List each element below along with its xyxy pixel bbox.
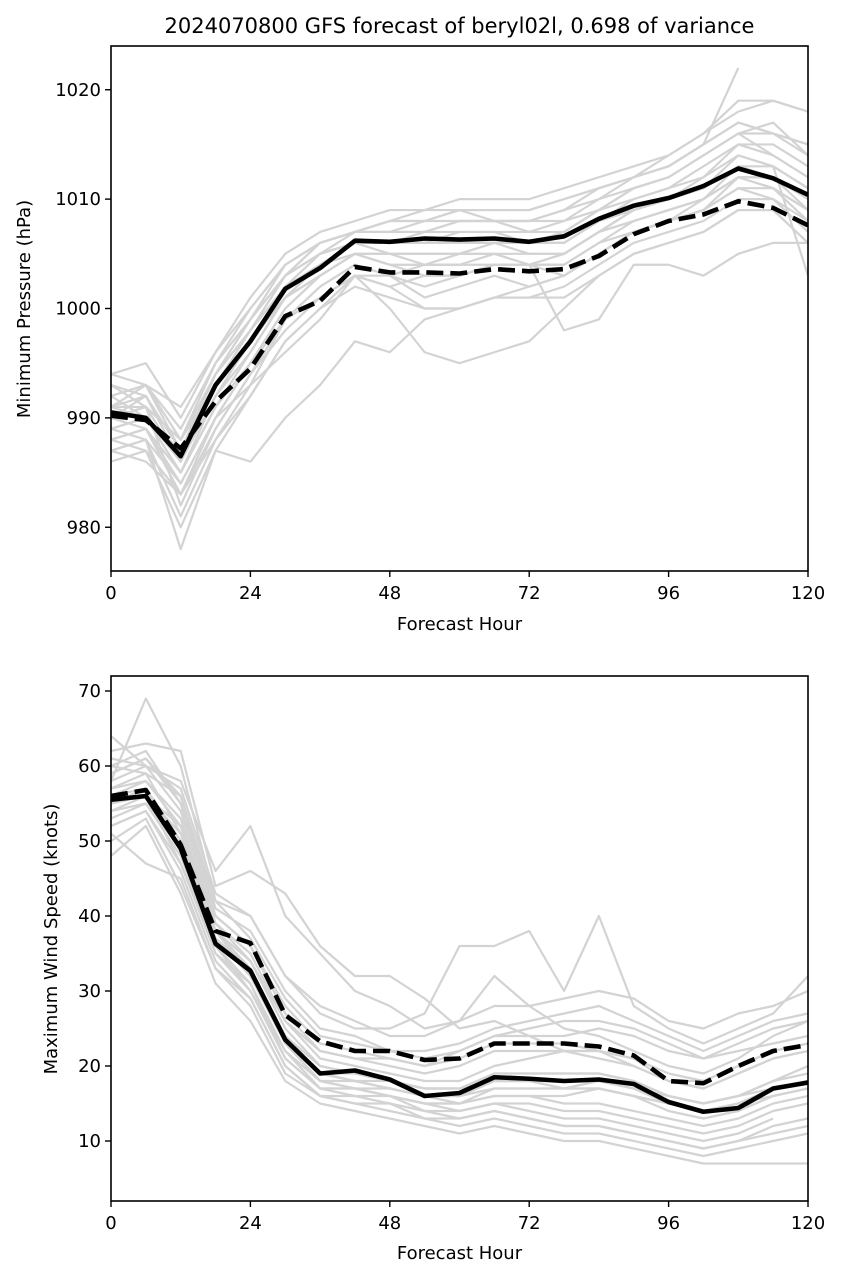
wind-member-line (111, 787, 808, 1113)
wind-member-line (111, 832, 808, 1158)
wind-y-tick-label: 70 (78, 681, 101, 702)
wind-member-line (111, 735, 808, 1075)
wind-x-tick-label: 72 (518, 1213, 541, 1234)
pressure-member-line (111, 121, 808, 441)
wind-deterministic-line (111, 793, 808, 1115)
wind-member-line (111, 697, 808, 1045)
pressure-x-tick-label: 48 (378, 583, 401, 604)
wind-member-line (111, 757, 808, 1038)
pressure-member-line (111, 132, 808, 452)
pressure-y-tick-label: 1010 (55, 189, 101, 210)
pressure-member-line (111, 176, 808, 485)
pressure-chart-ylabel: Minimum Pressure (hPa) (14, 200, 35, 418)
pressure-member-line (111, 176, 808, 507)
wind-ensemble-mean-line (111, 787, 808, 1086)
pressure-ensemble-mean-line (111, 199, 808, 451)
pressure-chart-title: 2024070800 GFS forecast of beryl02l, 0.6… (165, 14, 755, 38)
pressure-member-line (111, 176, 808, 496)
wind-member-line (111, 787, 808, 1113)
wind-x-tick-label: 96 (657, 1213, 680, 1234)
wind-member-line (111, 802, 774, 1143)
pressure-series-group (111, 67, 808, 551)
pressure-x-tick-label: 24 (239, 583, 262, 604)
pressure-x-tick-label: 120 (791, 583, 825, 604)
pressure-x-tick-label: 72 (518, 583, 541, 604)
wind-member-line (111, 764, 808, 1060)
wind-y-tick-label: 40 (78, 906, 101, 927)
wind-member-line (111, 757, 808, 1083)
wind-x-tick-label: 0 (105, 1213, 116, 1234)
pressure-member-line (111, 154, 808, 474)
pressure-member-line (111, 132, 808, 463)
wind-series-group (111, 697, 808, 1165)
wind-y-tick-label: 50 (78, 831, 101, 852)
pressure-y-tick-label: 990 (67, 408, 101, 429)
wind-member-line (111, 809, 808, 1150)
wind-x-tick-label: 120 (791, 1213, 825, 1234)
wind-y-tick-label: 30 (78, 981, 101, 1002)
wind-y-tick-label: 10 (78, 1131, 101, 1152)
pressure-y-tick-label: 980 (67, 517, 101, 538)
pressure-y-tick-label: 1000 (55, 299, 101, 320)
wind-y-tick-label: 20 (78, 1056, 101, 1077)
pressure-deterministic-line (111, 166, 808, 459)
pressure-member-line (111, 208, 808, 485)
wind-member-line (111, 824, 808, 1165)
pressure-y-tick-label: 1020 (55, 80, 101, 101)
wind-y-tick-label: 60 (78, 756, 101, 777)
wind-member-line (111, 757, 808, 1053)
pressure-member-line (111, 99, 808, 419)
wind-member-line (111, 794, 808, 1128)
wind-chart-ylabel: Maximum Wind Speed (knots) (41, 804, 62, 1075)
wind-chart: Forecast Hour Maximum Wind Speed (knots)… (41, 675, 825, 1264)
pressure-x-tick-label: 0 (105, 583, 116, 604)
pressure-chart-xlabel: Forecast Hour (397, 614, 523, 635)
wind-x-tick-label: 48 (378, 1213, 401, 1234)
pressure-chart: 2024070800 GFS forecast of beryl02l, 0.6… (14, 14, 825, 635)
wind-chart-xlabel: Forecast Hour (397, 1243, 523, 1264)
wind-member-line (111, 764, 808, 1090)
pressure-x-tick-label: 96 (657, 583, 680, 604)
pressure-member-line (111, 121, 808, 409)
wind-x-tick-label: 24 (239, 1213, 262, 1234)
wind-plot-frame (110, 675, 809, 1202)
